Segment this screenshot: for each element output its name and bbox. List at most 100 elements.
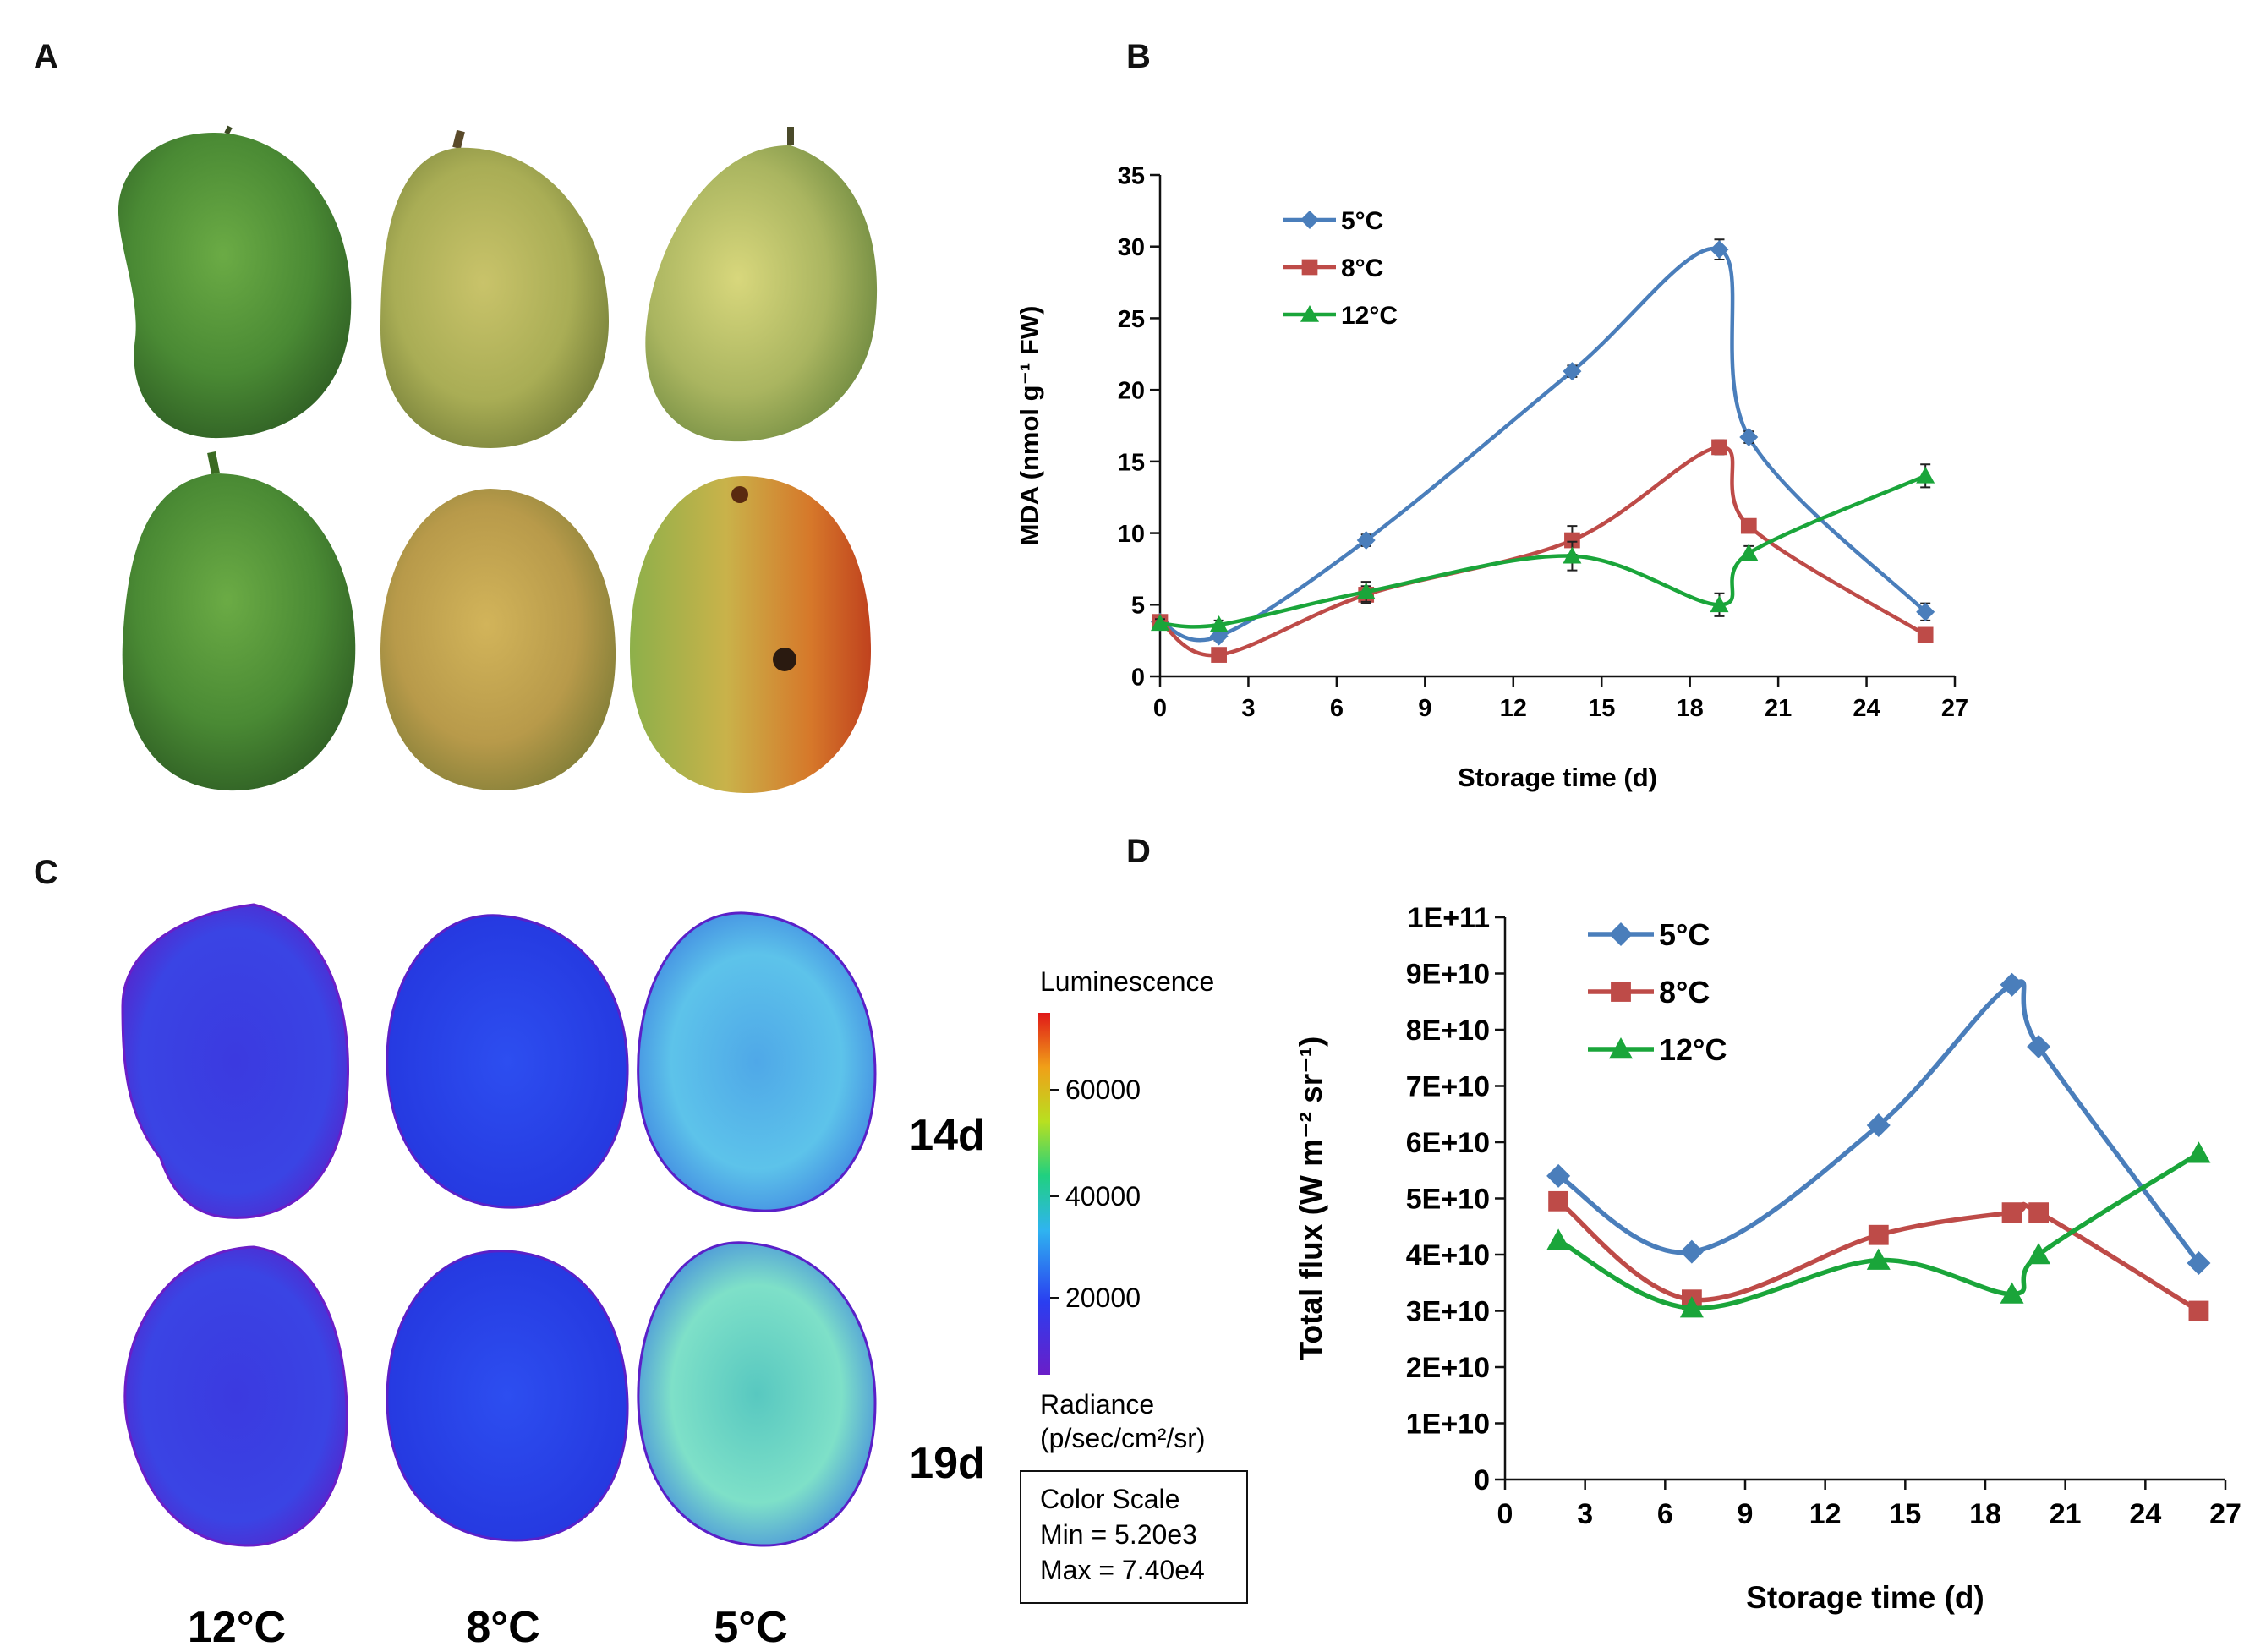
data-point-12-c [2000,1282,2024,1304]
x-tick-label: 21 [1765,695,1792,722]
panel-c-images: 12°C 8°C 5°C 14d 19d Luminescence 60000 … [121,903,1248,1652]
legend-label: 8°C [1659,975,1710,1009]
data-point-12-c [1209,615,1229,632]
series-line-8-c [1158,445,1927,658]
series-12-c [1151,463,1935,632]
y-tick-label: 3E+10 [1406,1296,1490,1328]
data-point-12-c [1546,1228,1571,1250]
day-label-19d: 19d [909,1439,985,1488]
y-tick-label: 10 [1118,521,1145,548]
colorbar-unit-line1: Radiance [1040,1389,1154,1420]
panel-a-photos [118,125,878,794]
x-axis-title: Storage time (d) [1458,763,1657,792]
x-tick-label: 12 [1809,1498,1842,1530]
y-tick-label: 9E+10 [1406,959,1490,991]
data-point-12-c [1679,1296,1704,1318]
legend-marker [1301,259,1318,276]
legend-label: 5°C [1341,207,1383,235]
series-line-12-c [1557,1151,2200,1310]
panel-label-b: B [1126,38,1151,75]
chart-b-mda: 0 5 10 15 20 25 30 35 0 3 6 9 12 15 18 21 24 27 Storage ti… [1015,162,1968,792]
chart-d-total-flux: 0 1E+10 2E+10 3E+10 4E+10 5E+10 6E+10 7E+10 8E+1… [1294,902,2241,1615]
x-tick-label: 3 [1241,695,1255,722]
mango-top-left [118,125,352,439]
y-tick-label: 1E+10 [1406,1409,1490,1441]
data-point-12-c [1563,546,1582,564]
data-point-8-c [1711,439,1727,456]
lum-5c-14d [637,911,877,1212]
mango-top-right [645,127,878,442]
series-line-8-c [1557,1199,2200,1313]
y-tick-label: 15 [1118,449,1145,476]
colorbar-tick-40000: 40000 [1065,1181,1141,1212]
y-tick-label: 4E+10 [1406,1239,1490,1272]
colorbar-tick-20000: 20000 [1065,1283,1141,1313]
series-line-5-c [1557,979,2201,1265]
y-tick-label: 20 [1118,378,1145,405]
x-tick-label: 15 [1889,1498,1921,1530]
legend-entry-12-c: 12°C [1588,1032,1727,1067]
x-tick-label: 18 [1969,1498,2001,1530]
legend-label: 12°C [1659,1032,1727,1067]
lum-8c-14d [386,914,629,1209]
color-scale-title: Color Scale [1040,1484,1179,1514]
y-tick-label: 8E+10 [1406,1015,1490,1047]
y-tick-label: 0 [1474,1464,1490,1496]
legend-marker [1300,211,1319,229]
legend-entry-12-c: 12°C [1283,302,1398,330]
data-point-8-c [2001,1202,2022,1223]
lum-12c-14d [121,903,349,1219]
data-point-5-c [2187,1250,2211,1275]
x-tick-label: 3 [1577,1498,1593,1530]
data-point-8-c [1564,532,1580,549]
data-point-8-c [1548,1190,1569,1212]
y-tick-label: 5 [1131,593,1145,620]
y-tick-label: 5E+10 [1406,1184,1490,1216]
y-tick-label: 6E+10 [1406,1127,1490,1159]
lum-12c-19d [123,1245,348,1547]
data-point-8-c [1740,517,1757,534]
colorbar [1038,1013,1050,1375]
legend-marker [1609,922,1633,946]
lum-8c-19d [386,1250,629,1542]
y-tick-label: 2E+10 [1406,1352,1490,1384]
data-point-12-c [1866,1248,1891,1270]
mango-bottom-left [122,451,356,791]
panel-label-a: A [34,38,58,75]
legend-entry-8-c: 8°C [1588,975,1710,1009]
mango-bottom-right [630,476,871,794]
x-tick-label: 27 [2209,1498,2241,1530]
series-5-c [1151,238,1935,646]
legend-marker [1611,982,1631,1002]
y-axis-title: Total flux (W m⁻² sr⁻¹) [1294,1037,1328,1361]
legend-label: 12°C [1341,302,1398,330]
y-tick-label: 35 [1118,162,1145,189]
panel-label-c: C [34,854,58,891]
data-point-12-c [1356,583,1376,599]
data-point-5-c [1679,1239,1704,1264]
data-point-12-c [2187,1141,2211,1163]
x-tick-label: 27 [1941,695,1968,722]
data-point-5-c [1563,362,1582,381]
y-tick-label: 25 [1118,306,1145,333]
data-point-12-c [1151,614,1169,632]
data-point-5-c [1739,428,1759,447]
data-point-5-c [1866,1113,1891,1138]
data-point-8-c [2028,1202,2050,1223]
colorbar-title: Luminescence [1040,966,1214,997]
color-scale-max: Max = 7.40e4 [1040,1555,1205,1585]
temp-label-5c: 5°C [714,1603,787,1652]
temp-label-8c: 8°C [466,1603,539,1652]
x-tick-label: 6 [1330,695,1344,722]
data-point-5-c [1916,602,1935,621]
data-point-12-c [1916,466,1935,484]
y-tick-label: 1E+11 [1408,902,1490,934]
x-tick-label: 9 [1418,695,1431,722]
legend-label: 8°C [1341,254,1383,282]
data-point-12-c [1739,544,1759,561]
colorbar-tick-60000: 60000 [1065,1075,1141,1105]
data-point-12-c [1710,595,1729,613]
x-tick-label: 18 [1677,695,1704,722]
x-tick-label: 24 [1853,695,1880,722]
